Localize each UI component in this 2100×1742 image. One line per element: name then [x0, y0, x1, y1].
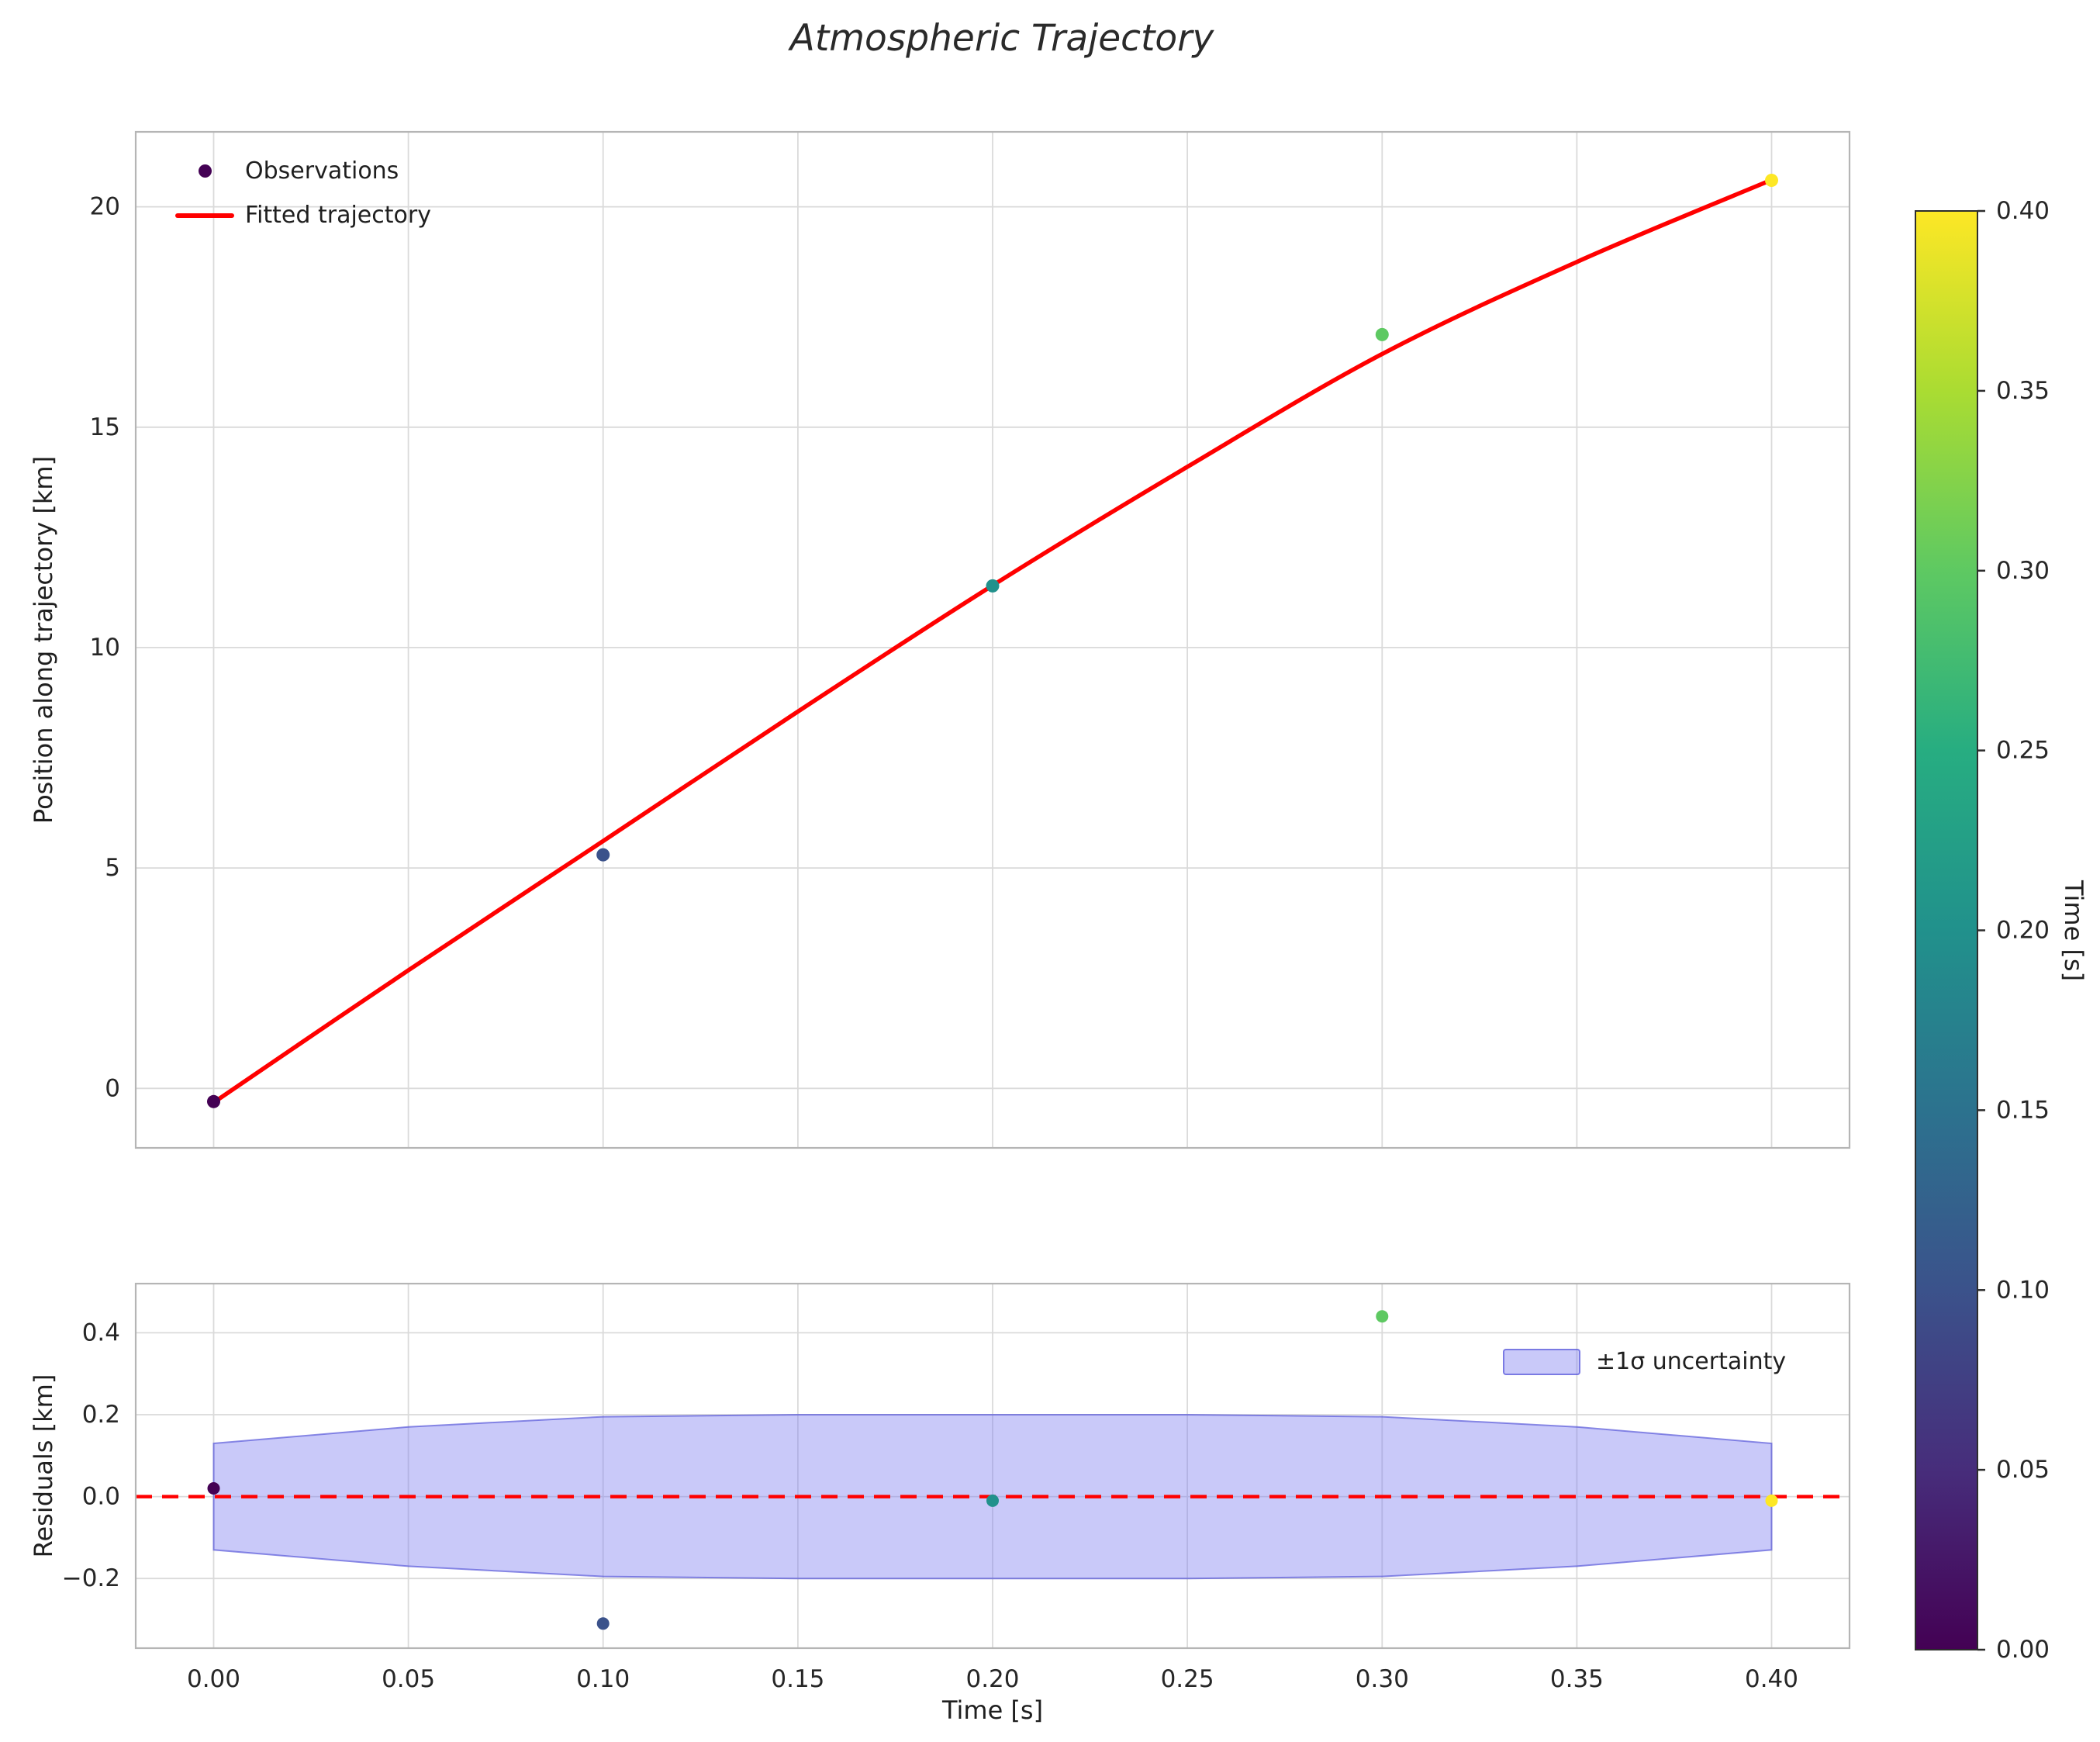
colorbar-tick-label: 0.10: [1996, 1276, 2050, 1304]
x-tick-label: 0.35: [1550, 1665, 1604, 1693]
residuals-y-axis-label: Residuals [km]: [29, 1374, 58, 1558]
residual-y-tick-label: 0.2: [82, 1401, 120, 1429]
x-axis-label: Time [s]: [941, 1695, 1044, 1725]
residual-point: [596, 1617, 610, 1630]
colorbar-tick-label: 0.40: [1996, 197, 2050, 225]
fitted-line-marker-icon: [175, 213, 234, 218]
axes-frame: [134, 130, 1851, 1149]
chart-title: Atmospheric Trajectory: [789, 17, 1214, 60]
axes-frame: [134, 1282, 1851, 1650]
colorbar-tick-label: 0.00: [1996, 1636, 2050, 1664]
residuals-legend: ±1σ uncertainty: [1503, 1348, 1786, 1375]
main-y-axis-label: Position along trajectory [km]: [29, 455, 58, 824]
x-tick-label: 0.10: [576, 1665, 630, 1693]
fit-marker-box: [164, 213, 245, 218]
main-y-tick-label: 20: [90, 193, 120, 221]
x-tick-label: 0.30: [1356, 1665, 1409, 1693]
legend-fit-label: Fitted trajectory: [245, 202, 431, 229]
colorbar-tick-label: 0.30: [1996, 557, 2050, 585]
legend-row-observations: Observations: [164, 157, 431, 185]
main-y-tick-label: 10: [90, 634, 120, 662]
observations-marker-icon: [198, 164, 212, 178]
residual-y-tick-label: 0.0: [82, 1483, 120, 1511]
residual-point: [1765, 1494, 1778, 1507]
legend-observations-label: Observations: [245, 157, 399, 185]
residual-point: [986, 1494, 999, 1507]
colorbar-gradient: [1915, 211, 1977, 1650]
legend-band-label: ±1σ uncertainty: [1596, 1348, 1787, 1375]
colorbar-label: Time [s]: [2059, 880, 2088, 982]
colorbar-tick-label: 0.25: [1996, 737, 2050, 765]
main-y-tick-label: 0: [105, 1074, 120, 1102]
observation-point: [1375, 327, 1389, 341]
colorbar-tick-label: 0.35: [1996, 377, 2050, 405]
legend-row-fit: Fitted trajectory: [164, 202, 431, 229]
observation-point: [596, 848, 610, 862]
colorbar-tick-label: 0.20: [1996, 917, 2050, 945]
main-legend: Observations Fitted trajectory: [164, 157, 431, 229]
colorbar-tick-label: 0.15: [1996, 1096, 2050, 1124]
x-tick-label: 0.25: [1161, 1665, 1214, 1693]
residual-point: [1376, 1310, 1389, 1323]
observation-point: [1765, 174, 1778, 187]
x-tick-label: 0.05: [382, 1665, 435, 1693]
x-tick-label: 0.20: [965, 1665, 1019, 1693]
uncertainty-band-swatch-icon: [1503, 1348, 1580, 1375]
observation-point: [207, 1094, 220, 1108]
residual-y-tick-label: −0.2: [62, 1564, 120, 1592]
x-tick-label: 0.00: [187, 1665, 240, 1693]
residual-y-tick-label: 0.4: [82, 1319, 120, 1346]
colorbar-tick-label: 0.05: [1996, 1456, 2050, 1484]
main-y-tick-label: 5: [105, 854, 120, 882]
main-y-tick-label: 15: [90, 413, 120, 441]
observations-marker-box: [164, 164, 245, 178]
residual-point: [207, 1482, 220, 1495]
observation-point: [986, 579, 1000, 593]
x-tick-label: 0.15: [771, 1665, 824, 1693]
x-tick-label: 0.40: [1745, 1665, 1798, 1693]
